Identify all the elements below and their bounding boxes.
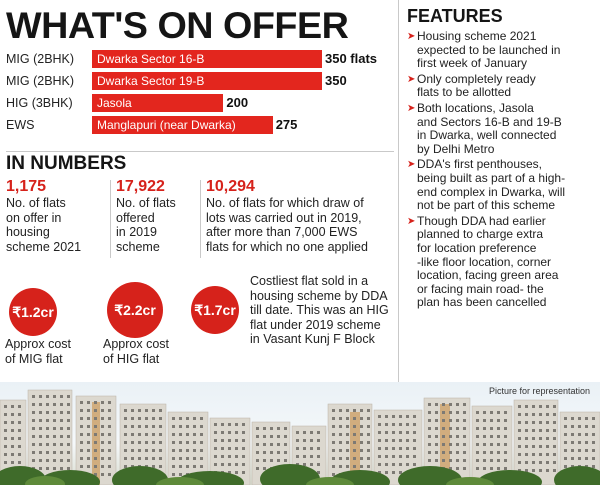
bar-row: MIG (2BHK) Dwarka Sector 16-B 350 flats bbox=[0, 50, 396, 68]
stat-separator bbox=[110, 180, 111, 258]
feature-line: plan has been cancelled bbox=[417, 295, 547, 310]
cost-caption: Approx cost of HIG flat bbox=[103, 337, 169, 366]
arrow-bullet-icon: ➤ bbox=[407, 73, 416, 85]
bar-location-label: Manglapuri (near Dwarka) bbox=[97, 118, 236, 132]
cost-caption: Approx cost of MIG flat bbox=[5, 337, 71, 366]
features-list: ➤ Housing scheme 2021 expected to be launc… bbox=[407, 29, 597, 312]
bar: Dwarka Sector 19-B bbox=[92, 72, 322, 90]
housing-photo-illustration bbox=[0, 389, 600, 485]
cost-caption-line: in Vasant Kunj F Block bbox=[250, 332, 375, 346]
feature-line: Only completely ready bbox=[417, 71, 536, 86]
stat-description-line: on offer in bbox=[6, 210, 62, 225]
feature-line: first week of January bbox=[417, 56, 528, 71]
stat-description-line: No. of flats bbox=[6, 196, 66, 210]
bar-value-label: 350 flats bbox=[325, 51, 378, 66]
stat-value: 1,175 bbox=[6, 178, 47, 195]
stat-description-line: in 2019 bbox=[116, 225, 158, 239]
feature-line: -like floor location, corner bbox=[417, 254, 552, 269]
feature-line: Though DDA had earlier bbox=[417, 213, 546, 228]
feature-line: DDA's first penthouses, bbox=[417, 157, 543, 172]
bar-value-label: 275 bbox=[275, 117, 298, 132]
stat-block: 10,294 No. of flats for which draw of lots… bbox=[206, 178, 368, 254]
bar-location-label: Jasola bbox=[97, 96, 132, 110]
feature-line: and Sectors 16-B and 19-B bbox=[417, 114, 562, 129]
feature-line: end complex in Dwarka, will bbox=[417, 184, 566, 199]
arrow-bullet-icon: ➤ bbox=[407, 31, 416, 42]
bar: Manglapuri (near Dwarka) bbox=[92, 116, 273, 134]
left-panel: WHAT'S ON OFFER MIG (2BHK) Dwarka Sector … bbox=[0, 5, 396, 366]
bar-location-label: Dwarka Sector 16-B bbox=[97, 52, 205, 66]
features-heading: FEATURES bbox=[407, 6, 503, 26]
feature-line: for location preference bbox=[417, 240, 537, 255]
stat-description-line: housing bbox=[6, 225, 50, 239]
divider bbox=[6, 151, 394, 152]
stat-description-line: lots was carried out in 2019, bbox=[206, 210, 362, 225]
feature-line: expected to be launched in bbox=[417, 42, 561, 57]
feature-item: ➤ Housing scheme 2021 expected to be launc… bbox=[407, 29, 597, 71]
stat-description-line: after more than 7,000 EWS bbox=[206, 225, 358, 239]
feature-line: or facing main road- the bbox=[417, 281, 544, 296]
bar-location-label: Dwarka Sector 19-B bbox=[97, 74, 205, 88]
feature-line: by Delhi Metro bbox=[417, 141, 495, 156]
feature-line: not be part of this scheme bbox=[417, 198, 556, 213]
feature-line: in Dwarka, well connected bbox=[417, 128, 557, 143]
feature-line: planned to charge extra bbox=[417, 227, 544, 242]
bar-row: EWS Manglapuri (near Dwarka) 275 bbox=[0, 116, 396, 134]
stat-description-line: offered bbox=[116, 210, 155, 225]
page-title: WHAT'S ON OFFER bbox=[6, 5, 349, 46]
arrow-bullet-icon: ➤ bbox=[407, 159, 416, 171]
stat-description-line: No. of flats for which draw of bbox=[206, 196, 364, 210]
arrow-bullet-icon: ➤ bbox=[407, 215, 416, 227]
cost-caption-line: Approx cost bbox=[103, 337, 170, 351]
feature-line: location, facing green area bbox=[417, 268, 559, 283]
feature-line: Housing scheme 2021 bbox=[417, 29, 537, 43]
cost-badge: ₹2.2cr bbox=[107, 282, 163, 338]
bar-category-label: EWS bbox=[6, 118, 35, 132]
feature-item: ➤ Though DDA had earlier planned to charge… bbox=[407, 213, 597, 310]
bar: Jasola bbox=[92, 94, 224, 112]
stat-description-line: flats for which no one applied bbox=[206, 239, 368, 254]
stat-description-line: scheme bbox=[116, 239, 160, 254]
cost-caption-line: Costliest flat sold in a bbox=[250, 274, 369, 288]
feature-line: flats to be allotted bbox=[417, 85, 512, 100]
stat-block: 1,175 No. of flats on offer in housing schem… bbox=[6, 178, 81, 254]
bar-row: HIG (3BHK) Jasola 200 bbox=[0, 94, 396, 112]
bar-row: MIG (2BHK) Dwarka Sector 19-B 350 bbox=[0, 72, 396, 90]
housing-photo bbox=[0, 382, 600, 485]
cost-badge: ₹1.2cr bbox=[9, 288, 57, 336]
cost-caption-line: Approx cost bbox=[5, 337, 72, 351]
numbers-heading: IN NUMBERS bbox=[6, 153, 127, 174]
cost-caption-line: till date. This was an HIG bbox=[250, 303, 389, 317]
feature-item: ➤ Both locations, Jasola and Sectors 16-B … bbox=[407, 100, 597, 156]
features-panel: FEATURES ➤ Housing scheme 2021 expected to… bbox=[398, 0, 600, 382]
feature-item: ➤ Only completely ready flats to be allott… bbox=[407, 71, 597, 100]
stat-separator bbox=[200, 180, 201, 258]
cost-caption-line: of HIG flat bbox=[103, 351, 160, 366]
bar-value-label: 200 bbox=[226, 95, 249, 110]
stat-description-line: scheme 2021 bbox=[6, 239, 82, 254]
stat-block: 17,922 No. of flats offered in 2019 scheme bbox=[116, 178, 176, 254]
cost-caption-line: housing scheme by DDA bbox=[250, 288, 388, 303]
bar-value-label: 350 bbox=[325, 73, 347, 88]
photo-caption: Picture for representation bbox=[488, 386, 590, 396]
feature-item: ➤ DDA's first penthouses, being built as p… bbox=[407, 158, 597, 212]
cost-caption: Costliest flat sold in a housing scheme b… bbox=[250, 274, 389, 347]
stat-value: 17,922 bbox=[116, 178, 165, 195]
bar: Dwarka Sector 16-B bbox=[92, 50, 322, 68]
stat-description-line: No. of flats bbox=[116, 196, 176, 210]
bar-category-label: MIG (2BHK) bbox=[6, 52, 75, 66]
cost-badge: ₹1.7cr bbox=[191, 286, 239, 334]
feature-line: being built as part of a high- bbox=[417, 170, 566, 185]
arrow-bullet-icon: ➤ bbox=[407, 102, 416, 114]
cost-caption-line: of MIG flat bbox=[5, 351, 63, 366]
feature-line: Both locations, Jasola bbox=[417, 100, 534, 115]
stat-value: 10,294 bbox=[206, 178, 255, 195]
bar-category-label: MIG (2BHK) bbox=[6, 74, 75, 88]
bar-category-label: HIG (3BHK) bbox=[6, 96, 73, 110]
cost-caption-line: flat under 2019 scheme bbox=[250, 317, 381, 332]
